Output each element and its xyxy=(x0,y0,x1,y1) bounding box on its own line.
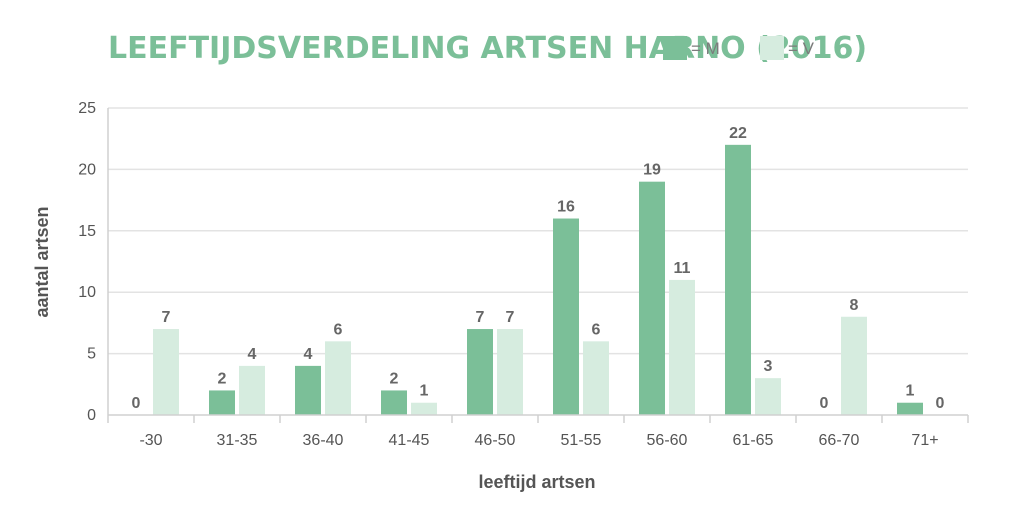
x-axis-title: leeftijd artsen xyxy=(478,472,595,492)
legend-label-v: = V xyxy=(788,39,815,58)
data-label: 7 xyxy=(476,309,485,326)
y-tick-label: 20 xyxy=(78,161,96,178)
data-label: 0 xyxy=(132,395,141,412)
data-label: 0 xyxy=(936,395,945,412)
x-tick-label: 36-40 xyxy=(303,432,344,449)
x-tick-label: 66-70 xyxy=(819,432,860,449)
data-label: 1 xyxy=(420,383,429,400)
bar-m xyxy=(467,329,493,415)
bar-v xyxy=(239,365,265,415)
legend: = M = V xyxy=(663,36,815,60)
data-label: 11 xyxy=(674,260,691,277)
y-tick-label: 15 xyxy=(78,223,96,240)
y-tick-label: 5 xyxy=(87,346,96,363)
bar-m xyxy=(553,218,579,415)
x-tick-label: 56-60 xyxy=(647,432,688,449)
bar-m xyxy=(639,181,665,415)
data-label: 22 xyxy=(729,125,747,142)
bar-m xyxy=(209,390,235,415)
bar-v xyxy=(755,378,781,415)
data-labels: 0 7 2 4 4 6 2 1 7 7 16 6 19 11 22 3 0 8 1 0 xyxy=(132,125,945,412)
x-tick-label: 41-45 xyxy=(389,432,430,449)
legend-swatch-v xyxy=(760,36,784,60)
legend-swatch-m xyxy=(663,36,687,60)
gridlines xyxy=(108,107,968,355)
data-label: 6 xyxy=(334,321,343,338)
data-label: 2 xyxy=(218,370,227,387)
data-label: 16 xyxy=(557,199,575,216)
data-label: 0 xyxy=(820,395,829,412)
bar-m xyxy=(725,144,751,415)
x-tick-label: -30 xyxy=(139,432,162,449)
data-label: 4 xyxy=(304,346,313,363)
y-tick-label: 10 xyxy=(78,284,96,301)
bar-v xyxy=(153,329,179,415)
bar-v xyxy=(841,316,867,415)
bar-v xyxy=(669,279,695,415)
y-axis-ticks: 0 5 10 15 20 25 xyxy=(78,100,96,424)
x-tick-label: 71+ xyxy=(911,432,938,449)
x-axis: -30 31-35 36-40 41-45 46-50 51-55 56-60 61-65 66… xyxy=(107,108,969,449)
data-label: 7 xyxy=(506,309,515,326)
chart-title: LEEFTIJDSVERDELING ARTSEN HARNO (2016) xyxy=(108,31,867,66)
bar-v xyxy=(411,402,437,415)
y-axis-title: aantal artsen xyxy=(32,206,52,317)
x-tick-label: 31-35 xyxy=(217,432,258,449)
data-label: 6 xyxy=(592,321,601,338)
bar-m xyxy=(295,365,321,415)
legend-label-m: = M xyxy=(691,39,720,58)
x-tick-label: 61-65 xyxy=(733,432,774,449)
bar-v xyxy=(583,341,609,415)
data-label: 4 xyxy=(248,346,257,363)
y-tick-label: 25 xyxy=(78,100,96,117)
data-label: 1 xyxy=(906,383,915,400)
data-label: 19 xyxy=(643,162,661,179)
data-label: 3 xyxy=(764,358,773,375)
x-tick-label: 46-50 xyxy=(475,432,516,449)
data-label: 8 xyxy=(850,297,859,314)
bar-m xyxy=(381,390,407,415)
bar-m xyxy=(897,402,923,415)
y-tick-label: 0 xyxy=(87,407,96,424)
data-label: 7 xyxy=(162,309,171,326)
data-label: 2 xyxy=(390,370,399,387)
x-tick-label: 51-55 xyxy=(561,432,602,449)
bars xyxy=(153,144,923,415)
bar-v xyxy=(325,341,351,415)
bar-v xyxy=(497,329,523,415)
